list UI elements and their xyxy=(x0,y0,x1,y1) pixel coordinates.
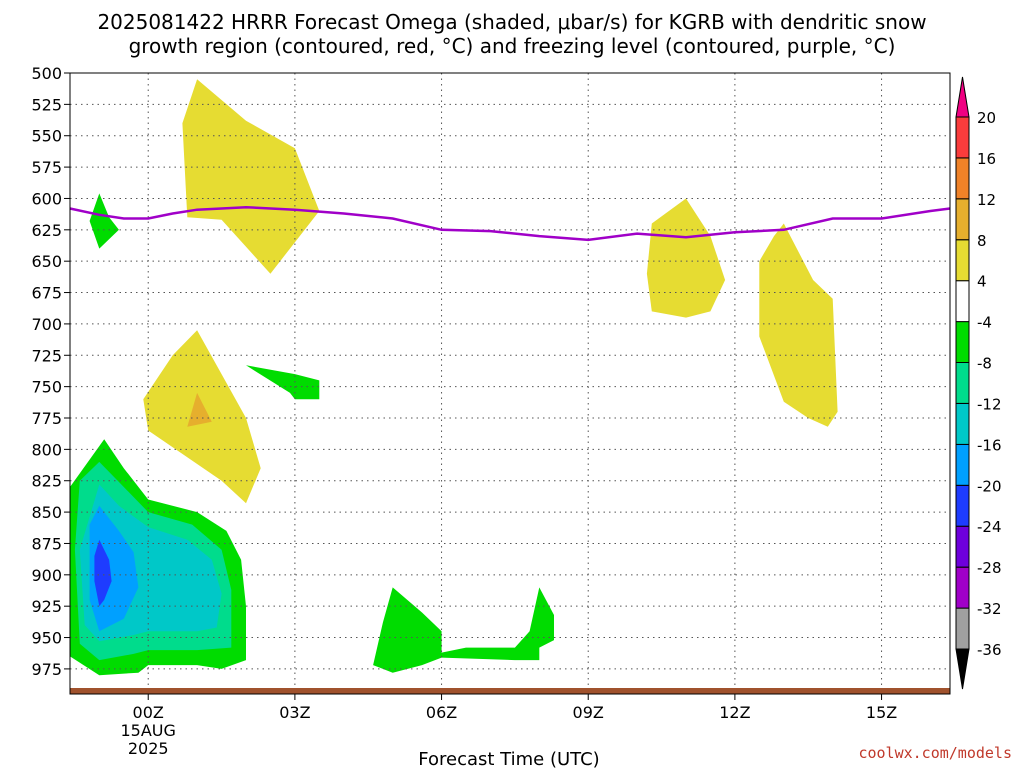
colorbar-label--16: -16 xyxy=(977,436,1002,454)
credit-text: coolwx.com/models xyxy=(858,744,1012,762)
y-tick-label-650: 650 xyxy=(31,252,62,271)
omega-region-2 xyxy=(187,392,212,427)
colorbar-box-7 xyxy=(955,321,970,364)
colorbar-box-4 xyxy=(955,443,970,486)
colorbar-label--28: -28 xyxy=(977,559,1002,577)
omega-region-12 xyxy=(373,587,554,673)
omega-region-4 xyxy=(759,223,838,427)
colorbar-box-10 xyxy=(955,198,970,241)
omega-region-5 xyxy=(89,193,119,249)
x-tick-year: 2025 xyxy=(128,739,169,758)
omega-region-0 xyxy=(182,79,320,274)
colorbar: -36 -32 -28 -24 -20 -16 -12 -8 -4 4 8 12 16 20 xyxy=(955,76,1002,690)
colorbar-label-20: 20 xyxy=(977,109,996,127)
colorbar-label-8: 8 xyxy=(977,232,987,250)
colorbar-box-11 xyxy=(955,157,970,200)
colorbar-label--24: -24 xyxy=(977,518,1002,536)
y-tick-label-500: 500 xyxy=(31,64,62,83)
colorbar-label-12: 12 xyxy=(977,191,996,209)
colorbar-box-5 xyxy=(955,403,970,445)
colorbar-bottom-triangle xyxy=(955,648,970,690)
colorbar-box-6 xyxy=(955,362,970,404)
omega-region-11 xyxy=(94,539,112,607)
plot-area xyxy=(69,72,951,695)
freezing-level-contour xyxy=(69,205,951,242)
chart-title-line1: 2025081422 HRRR Forecast Omega (shaded, … xyxy=(97,10,926,34)
y-tick-label-950: 950 xyxy=(31,629,62,648)
x-axis-label: Forecast Time (UTC) xyxy=(418,749,599,768)
colorbar-box-8 xyxy=(955,280,970,323)
y-tick-label-925: 925 xyxy=(31,597,62,616)
colorbar-box-9 xyxy=(955,239,970,282)
omega-region-6 xyxy=(246,365,320,400)
y-tick-label-900: 900 xyxy=(31,566,62,585)
chart-title-line2: growth region (contoured, red, °C) and f… xyxy=(129,34,896,58)
colorbar-top-triangle xyxy=(955,76,970,118)
x-tick-label-00Z: 00Z xyxy=(133,703,164,722)
colorbar-box-1 xyxy=(955,566,970,609)
y-axis: 500 525 550 575 600 625 650 675 700 725 750 775 800 8… xyxy=(31,64,70,679)
x-tick-label-15Z: 15Z xyxy=(866,703,897,722)
y-tick-label-850: 850 xyxy=(31,503,62,522)
y-tick-label-625: 625 xyxy=(31,221,62,240)
x-tick-label-12Z: 12Z xyxy=(719,703,750,722)
colorbar-label-16: 16 xyxy=(977,150,996,168)
colorbar-label--32: -32 xyxy=(977,600,1002,618)
omega-shading xyxy=(70,79,838,676)
y-tick-label-750: 750 xyxy=(31,378,62,397)
colorbar-box-2 xyxy=(955,525,970,568)
colorbar-label--4: -4 xyxy=(977,314,992,332)
gridlines xyxy=(70,72,950,694)
y-tick-label-575: 575 xyxy=(31,158,62,177)
colorbar-label-4: 4 xyxy=(977,273,987,291)
colorbar-box-12 xyxy=(955,116,970,159)
y-tick-label-725: 725 xyxy=(31,346,62,365)
omega-region-3 xyxy=(646,198,726,318)
colorbar-box-0 xyxy=(955,607,970,650)
y-tick-label-550: 550 xyxy=(31,127,62,146)
y-tick-label-825: 825 xyxy=(31,472,62,491)
x-tick-date: 15AUG xyxy=(121,721,176,740)
x-tick-label-03Z: 03Z xyxy=(279,703,310,722)
y-tick-label-975: 975 xyxy=(31,660,62,679)
y-tick-label-775: 775 xyxy=(31,409,62,428)
surface-band xyxy=(70,688,950,694)
y-tick-label-800: 800 xyxy=(31,440,62,459)
colorbar-label--20: -20 xyxy=(977,477,1002,495)
colorbar-label--8: -8 xyxy=(977,355,992,373)
colorbar-box-3 xyxy=(955,484,970,527)
y-tick-label-600: 600 xyxy=(31,189,62,208)
y-tick-label-675: 675 xyxy=(31,284,62,303)
y-tick-label-700: 700 xyxy=(31,315,62,334)
colorbar-label--12: -12 xyxy=(977,395,1002,413)
x-tick-label-09Z: 09Z xyxy=(573,703,604,722)
y-tick-label-875: 875 xyxy=(31,534,62,553)
x-tick-label-06Z: 06Z xyxy=(426,703,457,722)
colorbar-label--36: -36 xyxy=(977,641,1002,659)
plot-frame xyxy=(69,72,951,695)
y-tick-label-525: 525 xyxy=(31,95,62,114)
